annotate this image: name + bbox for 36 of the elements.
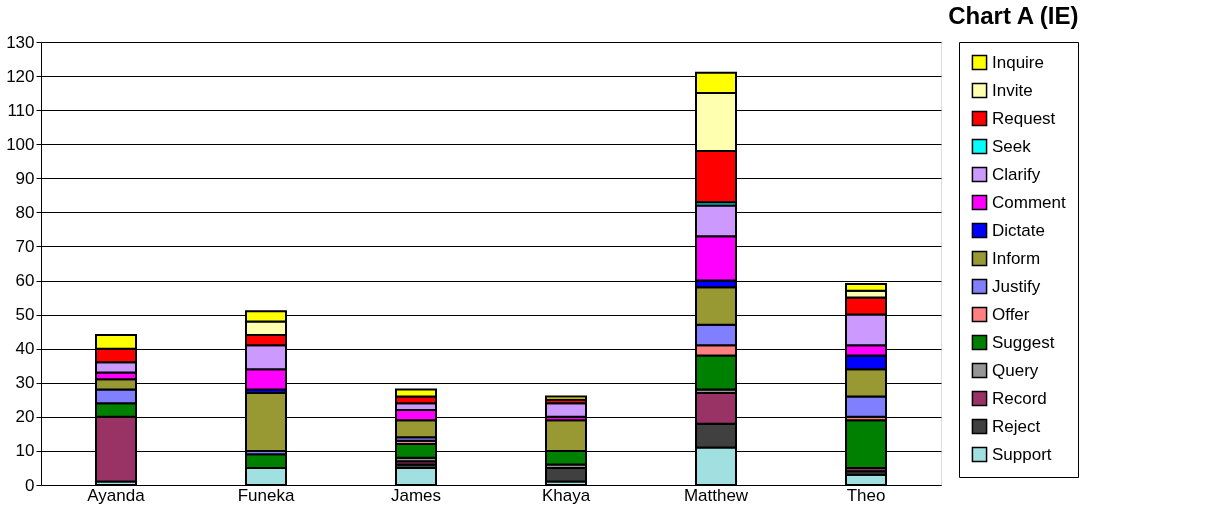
y-tick-label: 110 — [7, 100, 35, 120]
y-tick-label: 130 — [6, 32, 35, 52]
x-tick-label: James — [390, 485, 442, 505]
y-tick-label: 80 — [15, 202, 35, 222]
y-tick-label: 10 — [15, 441, 35, 461]
x-tick-label: Theo — [846, 485, 886, 505]
legend-label: Support — [992, 444, 1052, 464]
legend-label: Suggest — [992, 332, 1055, 352]
legend-label: Invite — [992, 80, 1033, 100]
legend-label: Comment — [992, 192, 1066, 212]
y-tick-label: 70 — [15, 236, 35, 256]
legend-label: Offer — [992, 304, 1030, 324]
y-tick-label: 50 — [15, 305, 35, 325]
y-tick-label: 120 — [6, 66, 35, 86]
y-tick-label: 40 — [15, 339, 35, 359]
legend-label: Inform — [992, 248, 1041, 268]
legend-label: Seek — [992, 136, 1032, 156]
y-tick-label: 20 — [15, 407, 35, 427]
x-tick-label: Matthew — [683, 485, 749, 505]
legend-label: Query — [992, 360, 1039, 380]
text: Chart A (IE) — [948, 2, 1079, 29]
legend-label: Record — [992, 388, 1047, 408]
y-tick-label: 100 — [6, 134, 35, 154]
legend-label: Reject — [992, 416, 1041, 436]
y-tick-label: 60 — [15, 271, 35, 291]
legend-label: Justify — [992, 276, 1041, 296]
legend-label: Inquire — [992, 52, 1044, 72]
legend-label: Request — [992, 108, 1056, 128]
x-tick-label: Ayanda — [87, 485, 146, 505]
legend-label: Clarify — [992, 164, 1041, 184]
y-tick-label: 30 — [15, 373, 35, 393]
legend-label: Dictate — [992, 220, 1045, 240]
y-tick-label: 90 — [15, 168, 35, 188]
x-tick-label: Funeka — [237, 485, 295, 505]
y-tick-label: 0 — [25, 475, 35, 495]
x-tick-label: Khaya — [541, 485, 591, 505]
